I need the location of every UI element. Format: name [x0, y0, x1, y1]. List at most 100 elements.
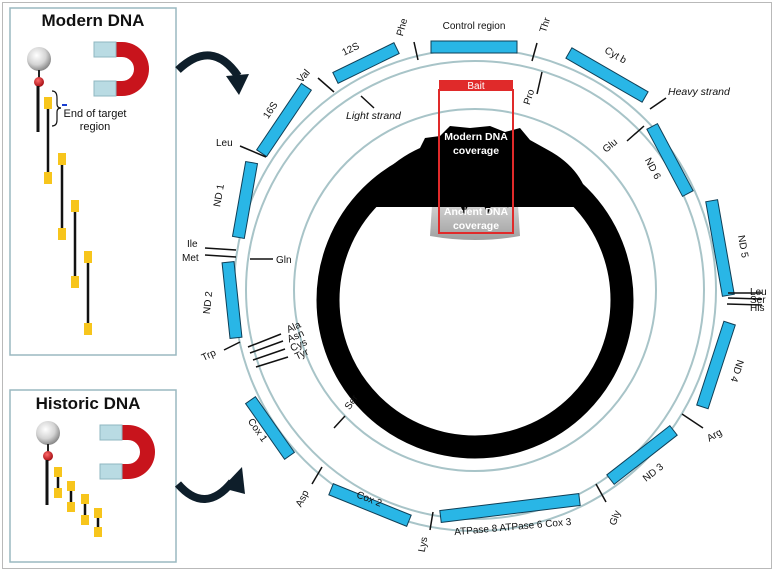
- modern-coverage-label-1: Modern DNA: [444, 131, 508, 143]
- label-leu1: Leu: [216, 138, 233, 149]
- biotin-icon: [34, 77, 44, 87]
- biotin-icon: [43, 451, 53, 461]
- gene-cytb: [565, 47, 649, 103]
- tick-leu1: [239, 145, 267, 158]
- light-strand-label: Light strand: [346, 110, 402, 122]
- end-tag: [44, 97, 52, 109]
- label-glu: Glu: [601, 137, 620, 155]
- label-his: His: [750, 303, 764, 314]
- historic-panel-border: [9, 389, 177, 563]
- historic-dna-fragments: [54, 467, 102, 537]
- tick-asp: [311, 466, 323, 485]
- magnet-icon: [93, 41, 149, 97]
- tick-trp: [223, 341, 241, 351]
- end-tag: [84, 251, 92, 263]
- end-tag: [81, 515, 89, 525]
- gene-nd6: [646, 122, 694, 198]
- middle-ring: [245, 60, 705, 520]
- end-tag: [67, 502, 75, 512]
- label-cytb: Cyt b: [602, 45, 628, 66]
- label-nd1: ND 1: [212, 183, 227, 208]
- bait-label: Bait: [467, 81, 484, 92]
- label-pro: Pro: [522, 88, 537, 107]
- label-val: Val: [295, 68, 312, 86]
- tick-ser2: [727, 297, 763, 300]
- tick-heavy-strand: [649, 97, 667, 110]
- gene-nd4: [696, 320, 736, 410]
- label-nd4: ND 4: [727, 358, 745, 383]
- label-met: Met: [182, 253, 199, 264]
- label-gly: Gly: [608, 509, 623, 527]
- heavy-strand-label: Heavy strand: [668, 86, 731, 98]
- end-tag: [67, 481, 75, 491]
- gene-nd3: [606, 424, 678, 486]
- label-arg: Arg: [705, 427, 724, 444]
- label-ile: Ile: [187, 239, 198, 250]
- modern-coverage-label-2: coverage: [453, 145, 499, 157]
- tick-cys: [252, 348, 286, 361]
- tick-lys: [429, 511, 434, 531]
- ancient-coverage-label-1: Ancient DNA: [444, 206, 509, 218]
- gene-nd1: [231, 160, 259, 240]
- tick-met: [204, 254, 237, 258]
- end-tag: [71, 276, 79, 288]
- tick-ile: [204, 247, 237, 251]
- curved-arrow-top: [175, 51, 249, 95]
- ancient-coverage-band: [430, 200, 520, 240]
- tick-his: [726, 303, 763, 306]
- end-tag: [84, 323, 92, 335]
- end-tag: [81, 494, 89, 504]
- label-asp: Asp: [294, 488, 312, 509]
- label-nd6: ND 6: [642, 156, 663, 182]
- trna-labels: Phe Thr Pro Glu Leu Ser His Arg Gly Lys …: [182, 16, 767, 553]
- gene-12s: [332, 42, 400, 84]
- gene-blocks: [221, 40, 736, 527]
- target-bracket: [51, 90, 62, 127]
- label-trp: Trp: [200, 347, 218, 363]
- tick-arg: [681, 413, 704, 429]
- gene-labels: Control region Cyt b ND 6 ND 5 ND 4 ND 3…: [202, 21, 750, 538]
- modern-dna-panel: Modern DNA End of target region: [9, 7, 177, 356]
- end-tag: [58, 228, 66, 240]
- end-tag: [94, 527, 102, 537]
- label-phe: Phe: [395, 17, 410, 37]
- tick-phe: [413, 41, 419, 61]
- label-lys: Lys: [417, 536, 430, 553]
- end-marker: [62, 104, 67, 106]
- trna-ticks: [204, 41, 763, 531]
- label-control-region: Control region: [443, 21, 506, 32]
- gene-16s: [255, 82, 313, 158]
- label-nd5: ND 5: [735, 234, 750, 259]
- end-tag: [71, 200, 79, 212]
- curved-arrow-bottom: [174, 467, 245, 503]
- modern-dna-fragments: [44, 97, 92, 335]
- tick-gly: [595, 483, 607, 503]
- magnet-icon: [99, 424, 155, 480]
- gene-cox1: [244, 396, 296, 460]
- modern-panel-title: Modern DNA: [42, 11, 145, 30]
- inner-ring: [293, 108, 657, 472]
- bead-icon: [27, 47, 51, 71]
- end-tag: [54, 467, 62, 477]
- tick-ala: [247, 333, 282, 348]
- label-ser2: Ser: [750, 295, 766, 306]
- bait-bar: [439, 80, 513, 91]
- label-thr: Thr: [538, 16, 553, 34]
- gene-nd2: [221, 261, 243, 339]
- tick-pro: [536, 71, 543, 95]
- end-tag: [44, 172, 52, 184]
- label-gln: Gln: [276, 255, 292, 266]
- historic-dna-panel: Historic DNA: [9, 389, 177, 563]
- ancient-coverage-label-2: coverage: [453, 220, 499, 232]
- end-tag: [94, 508, 102, 518]
- tick-thr: [531, 42, 538, 62]
- gene-nd5: [705, 199, 735, 297]
- gene-cox2: [328, 483, 412, 527]
- gene-control-region: [430, 40, 518, 54]
- target-annotation-line2: region: [80, 121, 111, 133]
- end-tag: [58, 153, 66, 165]
- label-leu2: Leu: [750, 287, 767, 298]
- tick-ser1: [333, 415, 346, 429]
- bait-region: Bait: [438, 80, 514, 234]
